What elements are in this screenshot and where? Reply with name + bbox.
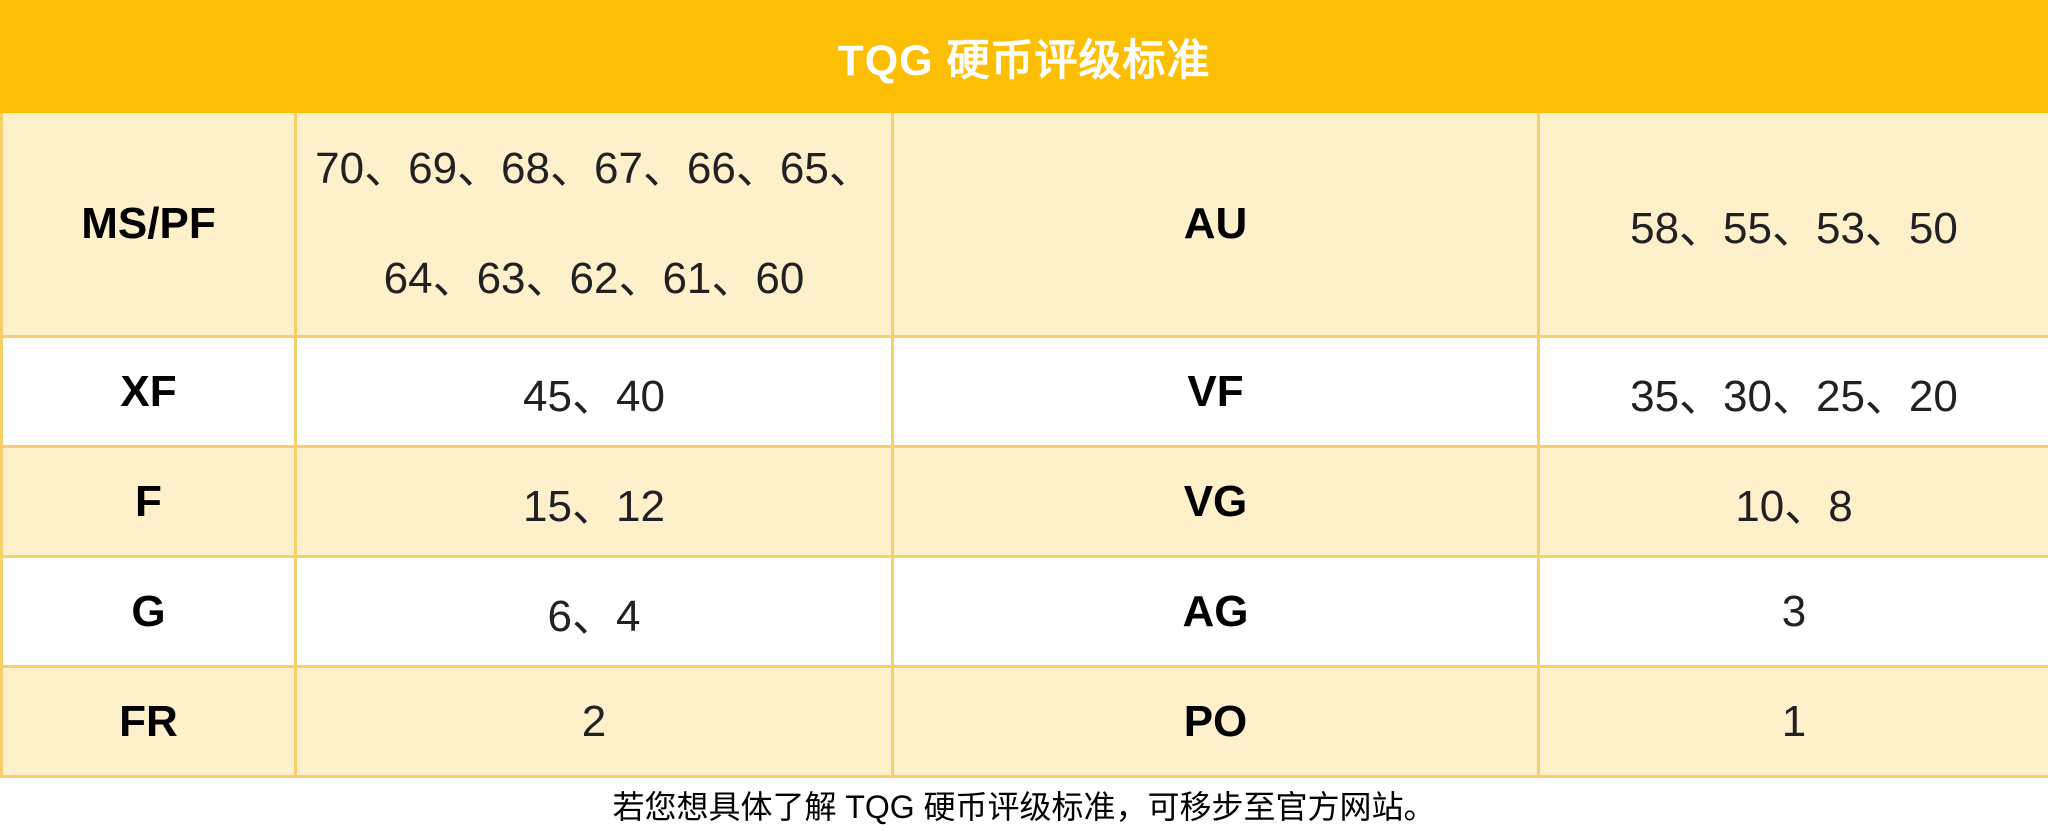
grade-values-line: 70、69、68、67、66、65、	[315, 144, 873, 193]
grade-label-cell: G	[3, 558, 297, 665]
grade-label-cell: XF	[3, 338, 297, 445]
footer-note: 若您想具体了解 TQG 硬币评级标准，可移步至官方网站。	[612, 789, 1436, 825]
grade-values-cell: 15、12	[297, 448, 894, 555]
grade-label-cell: PO	[894, 668, 1540, 775]
grade-label-cell: AU	[894, 113, 1540, 335]
table-row: G 6、4 AG 3	[3, 558, 2048, 668]
grade-values-cell: 45、40	[297, 338, 894, 445]
grade-label-cell: AG	[894, 558, 1540, 665]
footer-note-bar: 若您想具体了解 TQG 硬币评级标准，可移步至官方网站。	[0, 778, 2048, 832]
grade-values-cell: 10、8	[1735, 481, 1853, 531]
grade-label-cell: F	[3, 448, 297, 555]
grade-values-multiline: 70、69、68、67、66、65、 64、63、62、61、60	[315, 114, 873, 334]
grade-label-cell: VF	[894, 338, 1540, 445]
grade-values-cell: 2	[297, 668, 894, 775]
grade-values-cell: 1	[1781, 696, 1807, 746]
grade-values-cell: 6、4	[297, 558, 894, 665]
grade-values-line: 64、63、62、61、60	[383, 254, 805, 303]
grade-label-cell: FR	[3, 668, 297, 775]
table-row: XF 45、40 VF 35、30、25、20	[3, 338, 2048, 448]
grade-values-cell: 35、30、25、20	[1630, 371, 1958, 421]
grade-label-cell: MS/PF	[3, 113, 297, 335]
grade-values-cell: 70、69、68、67、66、65、 64、63、62、61、60	[297, 113, 894, 335]
grade-values-cell: 58、55、53、50	[1630, 204, 1958, 253]
grade-label-cell: VG	[894, 448, 1540, 555]
page-title: TQG 硬币评级标准	[837, 36, 1211, 85]
table-row: MS/PF 70、69、68、67、66、65、 64、63、62、61、60 …	[3, 113, 2048, 338]
grading-table: MS/PF 70、69、68、67、66、65、 64、63、62、61、60 …	[0, 113, 2048, 778]
grade-values-cell: 3	[1781, 586, 1807, 636]
table-row: F 15、12 VG 10、8	[3, 448, 2048, 558]
table-title-bar: TQG 硬币评级标准	[0, 0, 2048, 113]
table-row: FR 2 PO 1	[3, 668, 2048, 778]
